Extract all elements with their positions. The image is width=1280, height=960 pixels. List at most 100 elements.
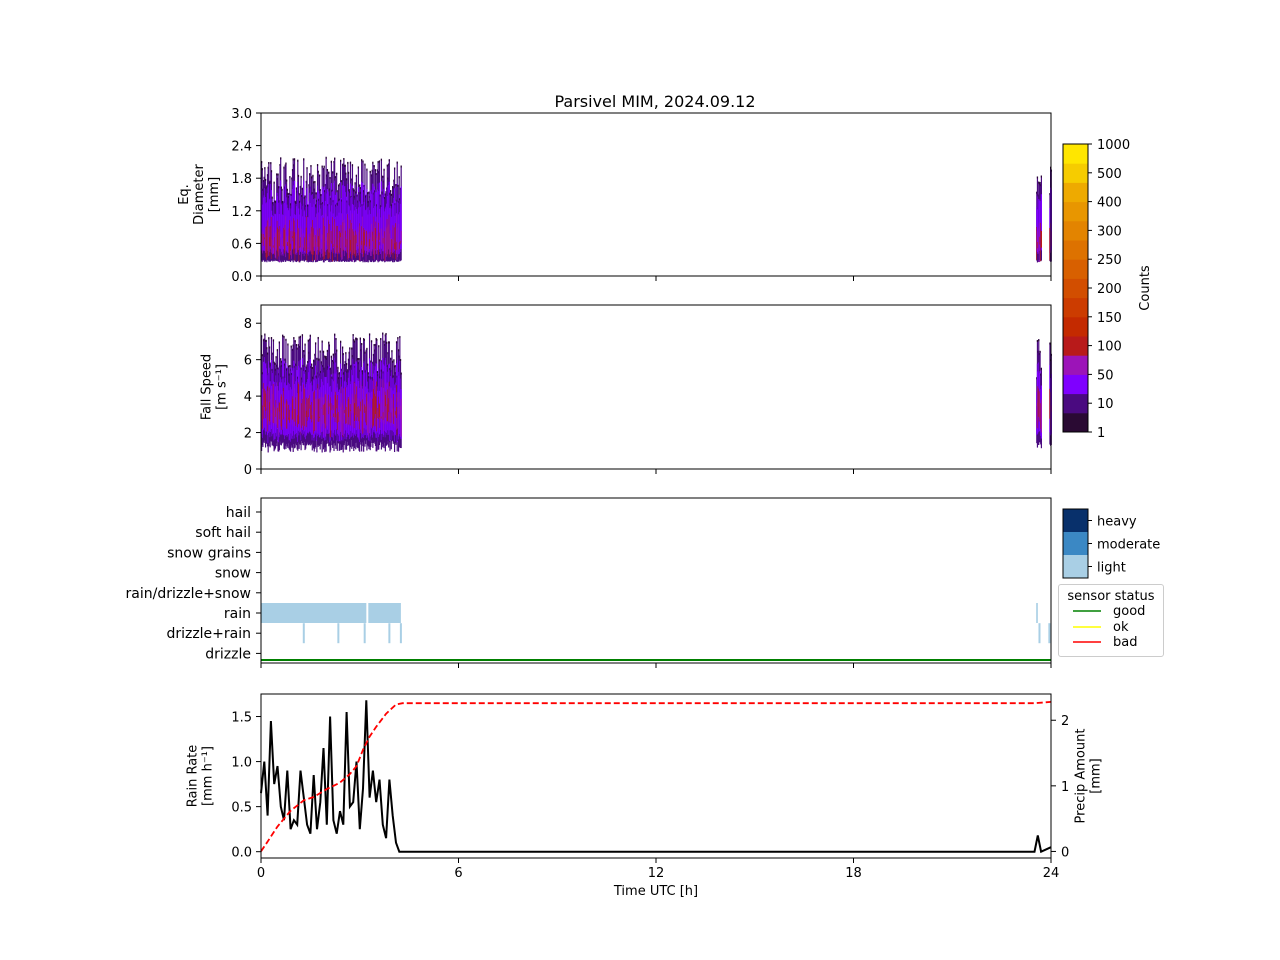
heatmap-cell bbox=[321, 233, 323, 240]
colorbar-tick-label: 100 bbox=[1097, 340, 1122, 355]
heatmap-cell bbox=[302, 203, 304, 206]
heatmap-cell bbox=[308, 201, 310, 253]
heatmap-cell bbox=[366, 393, 368, 426]
heatmap-cell bbox=[340, 406, 342, 435]
heatmap-cell bbox=[334, 395, 336, 423]
heatmap-cell bbox=[283, 166, 285, 169]
heatmap-cell bbox=[305, 204, 307, 207]
counts-colorbar: 1 10 50 100 150 200 250 300 400 500 1000 Counts bbox=[1062, 138, 1153, 441]
heatmap-cell bbox=[324, 241, 327, 243]
heatmap-cell bbox=[280, 358, 282, 361]
heatmap-cell bbox=[383, 340, 385, 343]
heatmap-cell bbox=[365, 244, 367, 246]
heatmap-cell bbox=[307, 389, 309, 417]
heatmap-cell bbox=[275, 233, 277, 259]
heatmap-cell bbox=[340, 198, 342, 252]
heatmap-cell bbox=[391, 216, 393, 255]
heatmap-cell bbox=[313, 188, 315, 191]
heatmap-cell bbox=[361, 343, 363, 346]
heatmap-cell bbox=[393, 407, 396, 427]
heatmap-cell bbox=[332, 359, 334, 362]
heatmap-cell bbox=[310, 365, 312, 368]
heatmap-cell bbox=[280, 233, 282, 238]
heatmap-cell bbox=[330, 183, 332, 250]
x-tick-label: 24 bbox=[1043, 866, 1060, 881]
heatmap-cell bbox=[282, 376, 284, 379]
heatmap-cell bbox=[278, 186, 280, 189]
heatmap-cell bbox=[282, 391, 284, 435]
heatmap-cell bbox=[350, 210, 352, 254]
heatmap-cell bbox=[295, 399, 298, 411]
intensity-tick-label: light bbox=[1097, 561, 1126, 576]
heatmap-cell bbox=[280, 203, 282, 254]
heatmap-cell bbox=[367, 400, 369, 433]
heatmap-cell bbox=[285, 403, 287, 407]
legend-good-label: good bbox=[1113, 604, 1145, 619]
heatmap-cell bbox=[371, 407, 373, 426]
heatmap-cell bbox=[333, 361, 335, 364]
heatmap-cell bbox=[324, 200, 327, 252]
heatmap-cell bbox=[297, 174, 300, 177]
heatmap-cell bbox=[295, 215, 297, 255]
heatmap-cell bbox=[384, 391, 386, 418]
heatmap-cell bbox=[306, 167, 308, 170]
heatmap-cell bbox=[366, 233, 369, 255]
heatmap-cell bbox=[298, 384, 300, 424]
heatmap-cell bbox=[284, 404, 286, 418]
heatmap-cell bbox=[335, 338, 337, 341]
heatmap-cell bbox=[327, 366, 329, 369]
heatmap-cell bbox=[376, 189, 379, 250]
heatmap-cell bbox=[350, 195, 352, 198]
heatmap-cell bbox=[376, 408, 379, 419]
heatmap-cell bbox=[343, 219, 346, 257]
heatmap-cell bbox=[399, 203, 402, 253]
heatmap-cell bbox=[318, 193, 321, 251]
y-tick-label: 0.5 bbox=[231, 801, 252, 816]
heatmap-cell bbox=[291, 221, 293, 259]
heatmap-cell bbox=[300, 226, 302, 252]
heatmap-cell bbox=[313, 359, 315, 362]
heatmap-cell bbox=[299, 246, 301, 248]
heatmap-cell bbox=[309, 192, 311, 252]
heatmap-cell bbox=[351, 393, 354, 427]
heatmap-cell bbox=[291, 169, 294, 172]
heatmap-cell bbox=[1039, 182, 1041, 185]
heatmap-cell bbox=[338, 238, 340, 255]
heatmap-cell bbox=[320, 392, 323, 427]
heatmap-cell bbox=[324, 226, 326, 260]
heatmap-cell bbox=[340, 181, 342, 249]
rain-light-bar bbox=[1036, 603, 1038, 623]
colorbar-label: Counts bbox=[1138, 265, 1153, 311]
heatmap-cell bbox=[261, 354, 263, 357]
heatmap-cell bbox=[311, 192, 313, 195]
heatmap-cell bbox=[332, 353, 334, 356]
heatmap-cell bbox=[312, 411, 314, 422]
intensity-segment bbox=[1063, 509, 1088, 532]
heatmap-cell bbox=[366, 192, 369, 195]
heatmap-cell bbox=[389, 413, 391, 422]
heatmap-cell bbox=[353, 340, 356, 343]
heatmap-cell bbox=[336, 369, 338, 430]
heatmap-cell bbox=[264, 237, 266, 240]
heatmap-cell bbox=[277, 227, 279, 252]
heatmap-cell bbox=[263, 234, 265, 246]
heatmap-cell bbox=[287, 207, 289, 253]
heatmap-cell bbox=[309, 395, 311, 409]
heatmap-cell bbox=[310, 404, 312, 420]
heatmap-cell bbox=[357, 398, 359, 429]
heatmap-cell bbox=[318, 235, 320, 255]
heatmap-cell bbox=[274, 362, 276, 365]
heatmap-cell bbox=[289, 203, 292, 206]
heatmap-cell bbox=[261, 161, 263, 164]
heatmap-cell bbox=[272, 216, 275, 254]
heatmap-cell bbox=[336, 245, 338, 248]
heatmap-cell bbox=[336, 202, 338, 205]
heatmap-cell bbox=[348, 351, 350, 354]
heatmap-cell bbox=[337, 190, 339, 193]
heatmap-cell bbox=[1036, 340, 1039, 343]
heatmap-cell bbox=[349, 183, 352, 249]
heatmap-cell bbox=[355, 206, 357, 254]
heatmap-cell bbox=[366, 392, 369, 433]
heatmap-cell bbox=[306, 397, 308, 428]
heatmap-cell bbox=[382, 238, 384, 244]
